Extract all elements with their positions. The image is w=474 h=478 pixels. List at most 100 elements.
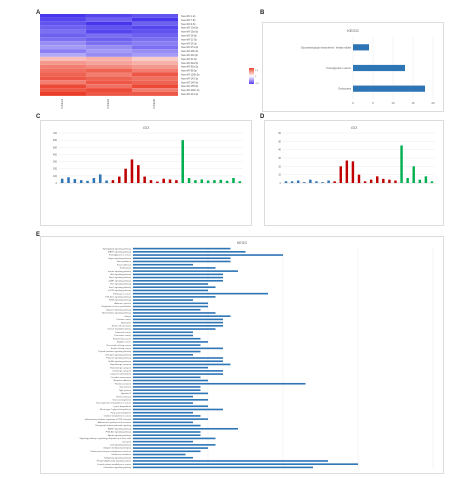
chart-c-bar (162, 178, 165, 183)
chart-e-category-label: Renal cell carcinoma (112, 324, 132, 327)
heatmap-cell (85, 48, 133, 54)
chart-c-y-tick: 300 (53, 161, 58, 164)
heatmap-cell (131, 87, 179, 93)
go-panel-c-frame: GO 0 100 200 300 400 500 600 700 (40, 120, 252, 226)
chart-e-bar (133, 382, 306, 385)
legend-mid-label: 0 (255, 76, 257, 78)
heatmap-cell (131, 68, 179, 73)
chart-e-bar (133, 431, 201, 433)
chart-c-bar (98, 174, 102, 183)
chart-e-bar (133, 453, 186, 456)
chart-e-bar (133, 325, 223, 327)
chart-e-bar (133, 344, 201, 346)
heatmap-cell (85, 80, 133, 85)
heatmap-row-label: hsa-miR-15a-5p (181, 31, 199, 34)
chart-e-title: KEGG (237, 241, 247, 245)
go-panel-d-frame: GO 0 10 20 30 40 50 60 (264, 120, 444, 226)
chart-e-bar (133, 463, 358, 465)
chart-e-category-label: PI3K-Akt signaling pathway (106, 431, 132, 434)
chart-d-bar (369, 179, 373, 183)
panel-label-a: A (36, 10, 41, 16)
heatmap-cell (131, 37, 179, 42)
chart-e-category-label: Proteoglycans in cancer (109, 254, 131, 257)
chart-c-bar (175, 180, 178, 183)
chart-c-bar (156, 181, 159, 183)
chart-d-bar (424, 176, 428, 183)
chart-e-category-label: Hedgehog signaling pathway (104, 456, 132, 459)
heatmap-cell (40, 91, 87, 97)
chart-e-category-label: Phosphatidylinositol signaling system (97, 460, 132, 463)
chart-d-bar (321, 182, 324, 183)
legend-max-label: 1.5 (255, 70, 259, 72)
chart-e-bar (133, 267, 216, 269)
chart-c-y-tick: 100 (53, 175, 58, 178)
heatmap-cell (131, 33, 179, 38)
chart-e-category-label: Signaling pathways regulating pluripoten… (79, 437, 131, 440)
legend-min-label: -1.5 (255, 83, 260, 85)
chart-e-category-label: cAMP signaling pathway (108, 279, 132, 282)
chart-c-y-tick: 200 (53, 168, 58, 171)
chart-e-bar (133, 450, 201, 453)
chart-e-bar (133, 415, 201, 417)
heatmap-row-label: hsa-miR-143-3p (181, 77, 199, 80)
chart-b-category-label: Glycosaminoglycan biosynthesis - keratan… (301, 46, 352, 49)
heatmap-cell (131, 48, 179, 54)
heatmap-cell (85, 56, 133, 61)
heatmap-row-label: hsa-miR-145-5p (181, 81, 199, 84)
heatmap-cell (85, 41, 133, 46)
chart-e-category-label: Gap junction (119, 386, 132, 389)
chart-c-bar (130, 159, 134, 183)
chart-d-title: GO (351, 125, 357, 130)
chart-d-bar (296, 180, 300, 183)
heatmap-cell (85, 37, 133, 42)
chart-c-bar (219, 179, 223, 183)
heatmap-cell (131, 25, 179, 30)
panel-label-e: E (36, 232, 41, 238)
chart-e-bar (133, 305, 208, 308)
chart-e-bar (133, 302, 208, 305)
chart-e-bar (133, 263, 193, 266)
chart-e-category-label: Chronic myeloid leukemia (107, 328, 132, 331)
chart-e-bar (133, 444, 216, 446)
heatmap-cell (131, 64, 179, 69)
chart-e-bar (133, 408, 223, 411)
heatmap-row-label: hsa-miR-9-5p (181, 23, 196, 26)
chart-d-bar (309, 179, 312, 183)
chart-b-x-tick: 0 (352, 101, 354, 105)
chart-e-bar (133, 247, 231, 250)
chart-e-category-label: Bladder cancer (117, 341, 131, 344)
chart-e-bar (133, 373, 223, 375)
heatmap-cell (85, 64, 133, 69)
chart-e-bar (133, 399, 208, 401)
chart-d-bar (345, 160, 349, 183)
chart-c-bar (60, 178, 64, 183)
chart-d-bar (351, 161, 355, 183)
chart-e-category-label: Protein processing in endoplasmic reticu… (90, 450, 131, 453)
chart-c-bar (200, 179, 204, 183)
chart-c-bar (232, 178, 235, 183)
heatmap-row-label: hsa-miR-30c-5p (181, 54, 199, 57)
chart-e-bar (133, 418, 208, 420)
heatmap-row-label: hsa-miR-125b-5p (181, 74, 200, 77)
heatmap-cell (85, 29, 133, 34)
chart-e-category-label: Ras signaling pathway (110, 283, 132, 286)
heatmap-cell (131, 17, 179, 22)
chart-d-bar (406, 178, 409, 183)
chart-e-bar (133, 402, 193, 404)
chart-c-bar (143, 176, 146, 183)
heatmap-cell (40, 48, 87, 54)
chart-c-bar (181, 140, 184, 183)
heatmap-cell (85, 87, 133, 93)
chart-e-bar (133, 405, 208, 408)
heatmap-row-label: hsa-miR-34a-5p (181, 62, 199, 65)
chart-d-bar (382, 178, 385, 183)
chart-e-bar (133, 299, 193, 301)
chart-c-bar (124, 168, 127, 183)
chart-d-y-tick: 0 (280, 182, 282, 185)
chart-d-bar (388, 179, 391, 183)
chart-e-bar (133, 456, 193, 459)
chart-c-bar (79, 180, 83, 183)
chart-e-category-label: Glutamatergic synapse (110, 366, 132, 369)
chart-e-bar (133, 389, 201, 391)
heatmap-cell (40, 72, 87, 77)
